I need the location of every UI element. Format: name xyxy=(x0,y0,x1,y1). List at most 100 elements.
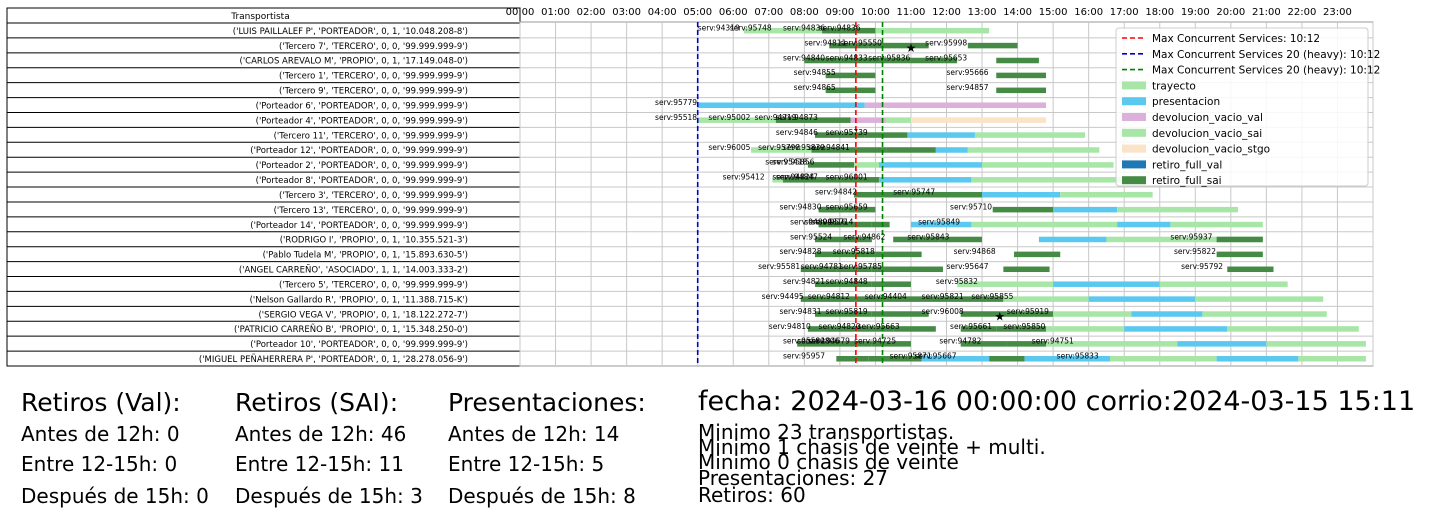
service-label: serv:95843 xyxy=(907,232,949,241)
gantt-bar xyxy=(910,221,972,228)
service-label: serv:94806 xyxy=(797,337,839,346)
carrier-name: ('Tercero 1', 'TERCERO', 0, 0, '99.999.9… xyxy=(279,72,468,82)
service-label: serv:95850 xyxy=(1003,322,1045,331)
service-label: serv:95002 xyxy=(708,113,750,122)
service-label: serv:94725 xyxy=(854,337,896,346)
service-label: serv:94857 xyxy=(947,83,989,92)
carrier-name: ('CARLOS AREVALO M', 'PROPIO', 0, 1, '17… xyxy=(240,57,468,67)
time-tick-label: 23:00 xyxy=(1323,7,1352,18)
carrier-name: ('MIGUEL PEÑAHERRERA P', 'PORTEADOR', 0,… xyxy=(199,354,468,365)
carrier-name: ('Porteador 10', 'PORTEADOR', 0, 0, '99.… xyxy=(250,340,468,350)
summary-line: Minimo 1 chasis de veinte + multi. xyxy=(698,435,1046,459)
time-tick-label: 04:00 xyxy=(648,7,677,18)
service-label: serv:94841 xyxy=(808,143,850,152)
service-label: serv:94679 xyxy=(808,337,850,346)
summary-block: fecha: 2024-03-16 00:00:00 corrio:2024-0… xyxy=(698,386,1428,506)
gantt-bar xyxy=(946,296,1004,302)
gantt-bar xyxy=(939,236,983,243)
service-label: serv:94809 xyxy=(790,217,832,226)
time-tick-label: 17:00 xyxy=(1110,7,1139,18)
time-tick-label: 07:00 xyxy=(754,7,783,18)
service-label: serv:94836 xyxy=(783,24,825,33)
service-label: serv:95666 xyxy=(947,68,989,77)
service-label: serv:95798 xyxy=(758,143,800,152)
gantt-bar xyxy=(751,147,812,153)
gantt-bar xyxy=(982,162,1114,168)
service-label: serv:94810 xyxy=(769,322,811,331)
gantt-bar xyxy=(1216,236,1263,243)
gantt-bar xyxy=(1177,341,1267,347)
gantt-bar xyxy=(1216,356,1299,362)
gantt-bar xyxy=(1159,281,1288,287)
service-label: serv:94842 xyxy=(815,188,857,197)
service-label: serv:94816 xyxy=(804,217,846,226)
table-header: Transportista xyxy=(230,12,289,22)
stats-pres-title: Presentaciones: xyxy=(448,388,646,417)
service-label: serv:94840 xyxy=(783,53,825,62)
gantt-bar xyxy=(971,221,1118,228)
gantt-bar xyxy=(967,42,1018,49)
legend-patch-swatch xyxy=(1122,128,1146,137)
service-label: serv:94751 xyxy=(1032,337,1074,346)
gantt-bar xyxy=(871,341,911,347)
gantt-bar xyxy=(1003,296,1089,302)
service-label: serv:94848 xyxy=(826,277,868,286)
stats-val-line: Entre 12-15h: 0 xyxy=(21,452,178,476)
gantt-bar xyxy=(1195,296,1324,302)
service-label: serv:94821 xyxy=(783,277,825,286)
stats-val-line: Antes de 12h: 0 xyxy=(21,422,180,446)
gantt-bar xyxy=(1117,221,1171,228)
service-label: serv:94836 xyxy=(819,24,861,33)
legend-label: devolucion_vacio_stgo xyxy=(1152,144,1270,156)
time-tick-label: 11:00 xyxy=(897,7,926,18)
gantt-bar xyxy=(1014,251,1061,258)
time-tick-label: 16:00 xyxy=(1074,7,1103,18)
legend-label: devolucion_vacio_val xyxy=(1152,112,1263,124)
service-label: serv:95832 xyxy=(936,277,978,286)
legend-label: devolucion_vacio_sai xyxy=(1152,128,1262,140)
gantt-bar xyxy=(893,326,936,332)
time-tick-label: 13:00 xyxy=(968,7,997,18)
service-label: serv:94833 xyxy=(826,53,868,62)
service-label: serv:94873 xyxy=(776,113,818,122)
carrier-name: ('Tercero 11', 'TERCERO', 0, 0, '99.999.… xyxy=(274,131,468,141)
gantt-bar xyxy=(1053,206,1118,213)
stats-val: Retiros (Val): Antes de 12h: 0 Entre 12-… xyxy=(21,388,221,508)
service-label: serv:94824 xyxy=(772,173,814,182)
gantt-bar xyxy=(871,266,943,273)
gantt-bar xyxy=(996,87,1047,94)
time-tick-label: 08:00 xyxy=(790,7,819,18)
time-tick-label: 00:00 xyxy=(506,7,535,18)
gantt-bar xyxy=(864,102,1047,109)
carrier-name: ('Nelson Gallardo R', 'PROPIO', 0, 1, '1… xyxy=(250,295,468,305)
gantt-bar xyxy=(889,57,911,64)
legend-label: retiro_full_val xyxy=(1152,159,1222,171)
service-label: serv:95839 xyxy=(783,143,825,152)
gantt-bar xyxy=(800,266,837,273)
legend-label: presentacion xyxy=(1152,96,1220,108)
service-label: serv:94781 xyxy=(801,262,843,271)
stats-pres: Presentaciones: Antes de 12h: 14 Entre 1… xyxy=(448,388,678,508)
gantt-bar xyxy=(989,356,1025,362)
gantt-bar xyxy=(1227,326,1359,332)
service-label: serv:95581 xyxy=(758,262,800,271)
gantt-bar xyxy=(800,296,844,302)
service-label: serv:95524 xyxy=(790,232,832,241)
service-label: serv:96008 xyxy=(922,307,964,316)
legend-patch-swatch xyxy=(1122,97,1146,106)
service-label: serv:94855 xyxy=(794,68,836,77)
gantt-bar xyxy=(957,281,1054,287)
gantt-bar xyxy=(1024,356,1110,362)
gantt-bar xyxy=(868,42,929,49)
time-tick-label: 21:00 xyxy=(1252,7,1281,18)
gantt-bar xyxy=(996,57,1039,64)
summary-line: Minimo 23 transportistas. xyxy=(698,420,955,444)
legend-box xyxy=(1115,27,1369,187)
service-label: serv:95821 xyxy=(922,292,964,301)
service-label: serv:94828 xyxy=(779,247,821,256)
stats-sai-line: Entre 12-15h: 11 xyxy=(235,452,404,476)
legend-patch-swatch xyxy=(1122,144,1146,153)
service-label: serv:95518 xyxy=(655,113,697,122)
carrier-name: ('SERGIO VEGA V', 'PROPIO', 0, 1, '18.12… xyxy=(258,310,468,320)
service-label: serv:95849 xyxy=(918,217,960,226)
